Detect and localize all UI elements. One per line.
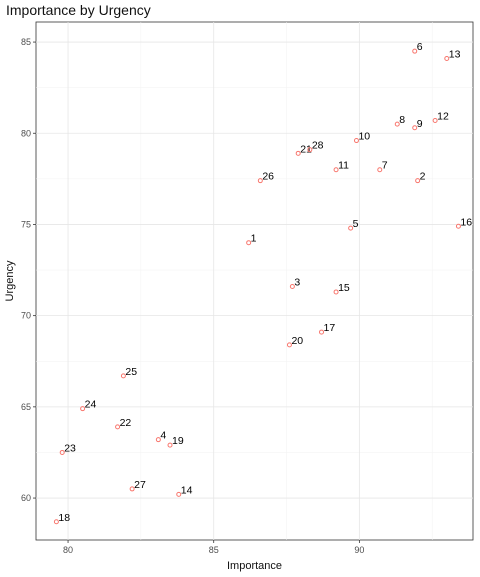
data-point-label: 17 xyxy=(324,322,336,334)
data-point-label: 1 xyxy=(251,233,257,245)
axis-ticks: 80 85 90 60 65 70 75 80 85 xyxy=(21,37,364,555)
data-point xyxy=(59,449,65,455)
data-point xyxy=(167,442,173,448)
data-point-label: 24 xyxy=(85,399,97,411)
chart-title: Importance by Urgency xyxy=(6,2,151,18)
data-point-label: 11 xyxy=(338,160,349,172)
data-point-label: 21 xyxy=(300,143,312,155)
data-point-label: 27 xyxy=(134,479,146,491)
data-point xyxy=(257,178,263,184)
data-point-label: 19 xyxy=(172,435,184,447)
data-point-label: 3 xyxy=(294,276,300,288)
data-point-label: 28 xyxy=(312,140,324,152)
data-point-label: 20 xyxy=(291,335,303,347)
data-point xyxy=(129,486,135,492)
data-point-label: 2 xyxy=(420,171,426,183)
x-tick-label: 90 xyxy=(354,545,364,555)
data-point xyxy=(295,150,301,156)
data-point xyxy=(53,519,59,525)
y-axis-title: Urgency xyxy=(4,260,16,301)
data-point-label: 12 xyxy=(437,110,449,122)
data-point xyxy=(115,424,121,430)
data-point xyxy=(432,117,438,123)
grid-lines xyxy=(36,22,473,540)
data-point xyxy=(348,225,354,231)
y-tick-label: 60 xyxy=(21,493,31,503)
y-tick-label: 65 xyxy=(21,402,31,412)
data-point xyxy=(415,178,421,184)
data-point xyxy=(176,491,182,497)
data-point xyxy=(120,373,126,379)
data-point xyxy=(412,48,418,54)
data-point-label: 14 xyxy=(181,484,193,496)
data-point xyxy=(333,289,339,295)
data-point-label: 9 xyxy=(417,118,423,130)
data-point xyxy=(246,240,252,246)
data-point xyxy=(333,167,339,173)
data-point xyxy=(412,125,418,131)
data-point-label: 13 xyxy=(449,48,461,60)
y-tick-label: 85 xyxy=(21,37,31,47)
data-point-label: 7 xyxy=(382,160,388,172)
data-point xyxy=(394,121,400,127)
data-point xyxy=(80,406,86,412)
data-point-label: 8 xyxy=(399,114,405,126)
data-point-label: 5 xyxy=(353,218,359,230)
data-point xyxy=(455,223,461,229)
y-tick-label: 80 xyxy=(21,128,31,138)
x-tick-label: 85 xyxy=(209,545,219,555)
x-tick-label: 80 xyxy=(63,545,73,555)
data-point-label: 4 xyxy=(160,430,166,442)
data-point-label: 22 xyxy=(120,417,132,429)
data-point-label: 25 xyxy=(125,366,137,378)
x-axis-title: Importance xyxy=(227,560,282,572)
data-point xyxy=(444,55,450,61)
data-point-label: 23 xyxy=(64,442,76,454)
data-point xyxy=(377,167,383,173)
data-point xyxy=(286,342,292,348)
data-point xyxy=(319,329,325,335)
plot-panel xyxy=(35,21,474,541)
data-point-label: 15 xyxy=(338,282,350,294)
data-point xyxy=(155,437,161,443)
data-point xyxy=(307,147,313,153)
data-point xyxy=(289,283,295,289)
data-point-label: 26 xyxy=(262,171,274,183)
y-tick-label: 75 xyxy=(21,219,31,229)
data-point-label: 18 xyxy=(58,512,70,524)
y-tick-label: 70 xyxy=(21,311,31,321)
data-point-label: 16 xyxy=(460,216,472,228)
data-point-label: 6 xyxy=(417,41,423,53)
data-point-label: 10 xyxy=(358,131,370,143)
data-point xyxy=(353,138,359,144)
